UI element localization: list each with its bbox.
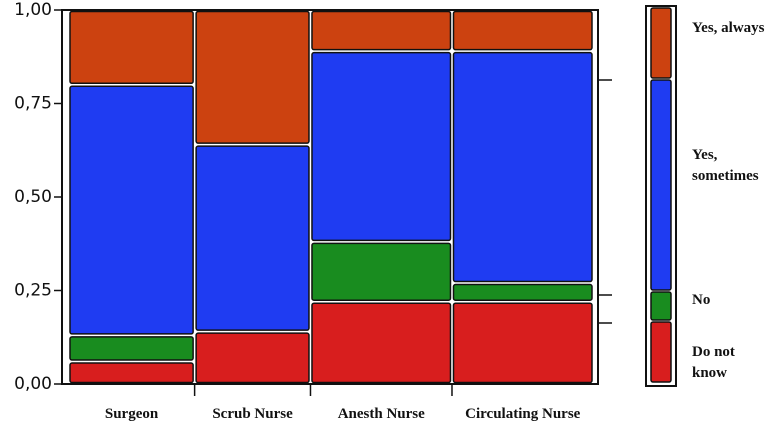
segment <box>452 283 593 301</box>
legend-swatch <box>650 321 672 383</box>
y-tick-label: 0,50 <box>14 187 52 207</box>
legend-label: Yes, sometimes <box>692 147 759 184</box>
segment <box>195 10 310 144</box>
segment <box>69 362 194 384</box>
segment <box>69 10 194 85</box>
segment <box>311 242 452 301</box>
x-tick-label: Circulating Nurse <box>465 406 580 422</box>
segment <box>195 332 310 384</box>
segment <box>311 10 452 51</box>
legend-swatch <box>650 7 672 79</box>
segment <box>195 145 310 331</box>
x-tick-label: Anesth Nurse <box>338 406 425 422</box>
segment <box>452 51 593 283</box>
segment <box>311 51 452 242</box>
legend-label: No <box>692 292 711 308</box>
legend-swatch <box>650 79 672 291</box>
y-tick-label: 0,25 <box>14 281 52 301</box>
legend-label: Do not know <box>692 344 735 381</box>
y-tick-label: 0,75 <box>14 94 52 114</box>
y-tick-label: 1,00 <box>14 0 52 20</box>
segment <box>452 302 593 384</box>
segment <box>69 85 194 335</box>
segment <box>311 302 452 384</box>
segment <box>69 336 194 361</box>
legend-swatch <box>650 291 672 321</box>
x-tick-label: Surgeon <box>105 406 159 422</box>
legend-frame <box>645 5 677 387</box>
y-tick-label: 0,00 <box>14 374 52 394</box>
legend-label: Yes, always <box>692 20 765 36</box>
segment <box>452 10 593 51</box>
x-tick-label: Scrub Nurse <box>212 406 293 422</box>
